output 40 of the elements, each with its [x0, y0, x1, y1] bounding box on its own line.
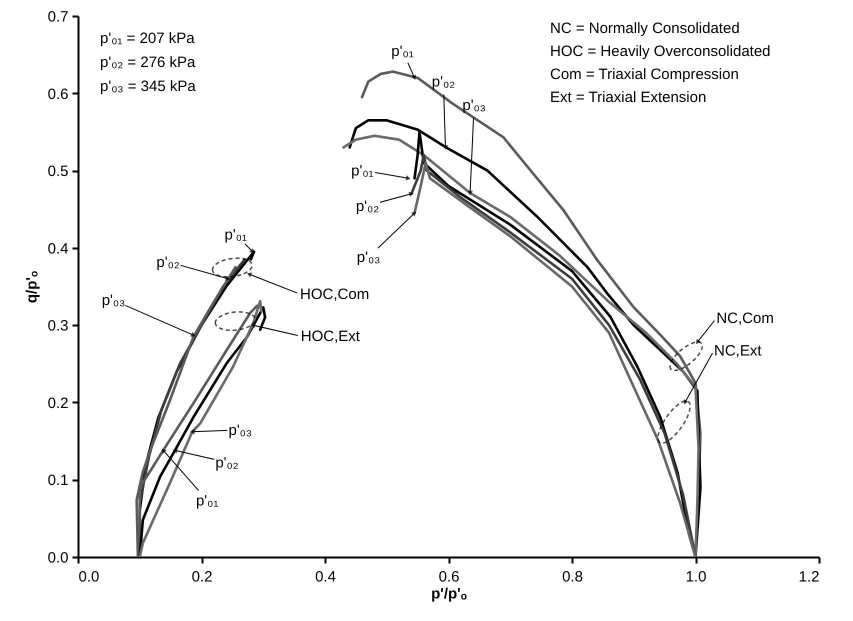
y-tick-label: 0.0 — [48, 550, 68, 566]
annotation: p'₀₁ — [224, 226, 248, 244]
annotation: p'₀₁ = 207 kPa — [100, 30, 196, 47]
annotation: p'₀₃ = 345 kPa — [100, 78, 196, 95]
y-axis-title: q/p'ₒ — [24, 270, 41, 304]
x-tick-label: 0.8 — [562, 568, 583, 586]
y-tick-label: 0.6 — [48, 86, 68, 103]
annotation: p'₀₂ — [156, 254, 180, 271]
x-tick-label: 1.2 — [798, 568, 820, 586]
annotation: p'₀₃ — [102, 292, 126, 310]
annotation: p'₀₃ — [228, 422, 252, 439]
x-tick-label: 0.0 — [78, 568, 100, 586]
annotation: p'₀₃ — [462, 96, 486, 114]
annotation: p'₀₃ — [356, 249, 380, 266]
annotation: p'₀₂ — [215, 454, 239, 472]
x-tick-label: 1.0 — [686, 568, 706, 586]
x-tick-label: 0.4 — [315, 568, 336, 586]
annotation: NC,Ext — [714, 342, 762, 360]
x-tick-label: 0.6 — [438, 568, 460, 586]
x-axis-title: p'/p'ₒ — [431, 586, 467, 602]
y-tick-label: 0.5 — [48, 163, 68, 180]
annotation: Com = Triaxial Compression — [550, 66, 739, 83]
annotation: NC = Normally Consolidated — [550, 20, 740, 37]
annotation: HOC = Heavily Overconsolidated — [550, 43, 771, 60]
y-tick-label: 0.4 — [48, 240, 68, 258]
annotation: HOC,Com — [300, 286, 370, 304]
annotation: NC,Com — [716, 310, 774, 328]
x-tick-label: 0.2 — [192, 568, 212, 586]
annotation: p'₀₁ — [391, 42, 414, 60]
y-tick-label: 0.2 — [48, 394, 68, 412]
y-tick-label: 0.3 — [48, 318, 68, 335]
annotation: p'₀₂ — [432, 73, 456, 90]
annotation: p'₀₁ — [196, 492, 218, 510]
annotation: Ext = Triaxial Extension — [550, 89, 706, 106]
y-tick-label: 0.7 — [48, 8, 68, 26]
annotation: p'₀₂ — [356, 198, 380, 215]
annotation: p'₀₂ = 276 kPa — [100, 54, 196, 71]
y-tick-label: 0.1 — [48, 472, 68, 490]
annotation: p'₀₁ — [351, 162, 374, 180]
annotation: HOC,Ext — [300, 328, 361, 346]
